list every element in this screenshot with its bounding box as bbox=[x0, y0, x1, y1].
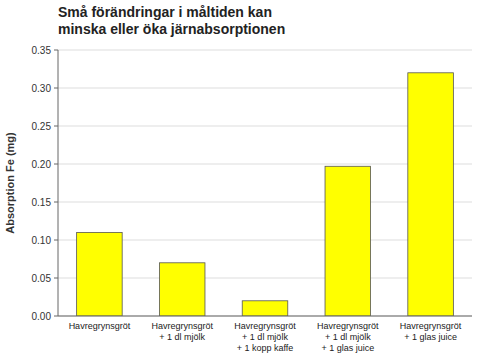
y-tick-label: 0.00 bbox=[32, 311, 52, 322]
x-tick-label: Havregrynsgröt+ 1 glas juice bbox=[400, 321, 462, 342]
bar bbox=[408, 73, 454, 316]
y-tick bbox=[54, 88, 58, 89]
bar bbox=[77, 232, 123, 316]
y-tick-label: 0.10 bbox=[32, 235, 52, 246]
y-tick bbox=[54, 240, 58, 241]
y-tick bbox=[54, 202, 58, 203]
y-tick-label: 0.15 bbox=[32, 197, 52, 208]
y-tick-label: 0.05 bbox=[32, 273, 52, 284]
bar bbox=[159, 263, 205, 316]
y-axis-label: Absorption Fe (mg) bbox=[4, 132, 16, 234]
bar bbox=[242, 301, 288, 316]
chart: 0.00 0.05 0.10 0.15 0.20 0.25 0.30 0.35 Havregry… bbox=[0, 0, 480, 360]
y-tick-label: 0.30 bbox=[32, 83, 52, 94]
grid-line bbox=[58, 316, 472, 317]
y-tick bbox=[54, 164, 58, 165]
y-axis bbox=[58, 50, 59, 316]
y-tick bbox=[54, 50, 58, 51]
y-tick-label: 0.35 bbox=[32, 45, 52, 56]
x-tick-label: Havregrynsgröt+ 1 dl mjölk+ 1 kopp kaffe bbox=[234, 321, 296, 353]
bars bbox=[77, 73, 454, 316]
grid-line bbox=[58, 50, 472, 51]
x-tick-label: Havregrynsgröt+ 1 dl mjölk+ 1 glas juice bbox=[317, 321, 379, 353]
title: Små förändringar i måltiden kanminska el… bbox=[58, 4, 285, 37]
x-axis bbox=[58, 316, 472, 317]
y-tick-label: 0.25 bbox=[32, 121, 52, 132]
x-tick-label: Havregrynsgröt bbox=[69, 321, 131, 331]
x-tick-label: Havregrynsgröt+ 1 dl mjölk bbox=[151, 321, 213, 342]
y-tick bbox=[54, 278, 58, 279]
y-tick bbox=[54, 126, 58, 127]
bar bbox=[325, 166, 371, 316]
grid bbox=[58, 50, 472, 316]
y-tick-label: 0.20 bbox=[32, 159, 52, 170]
y-tick bbox=[54, 316, 58, 317]
